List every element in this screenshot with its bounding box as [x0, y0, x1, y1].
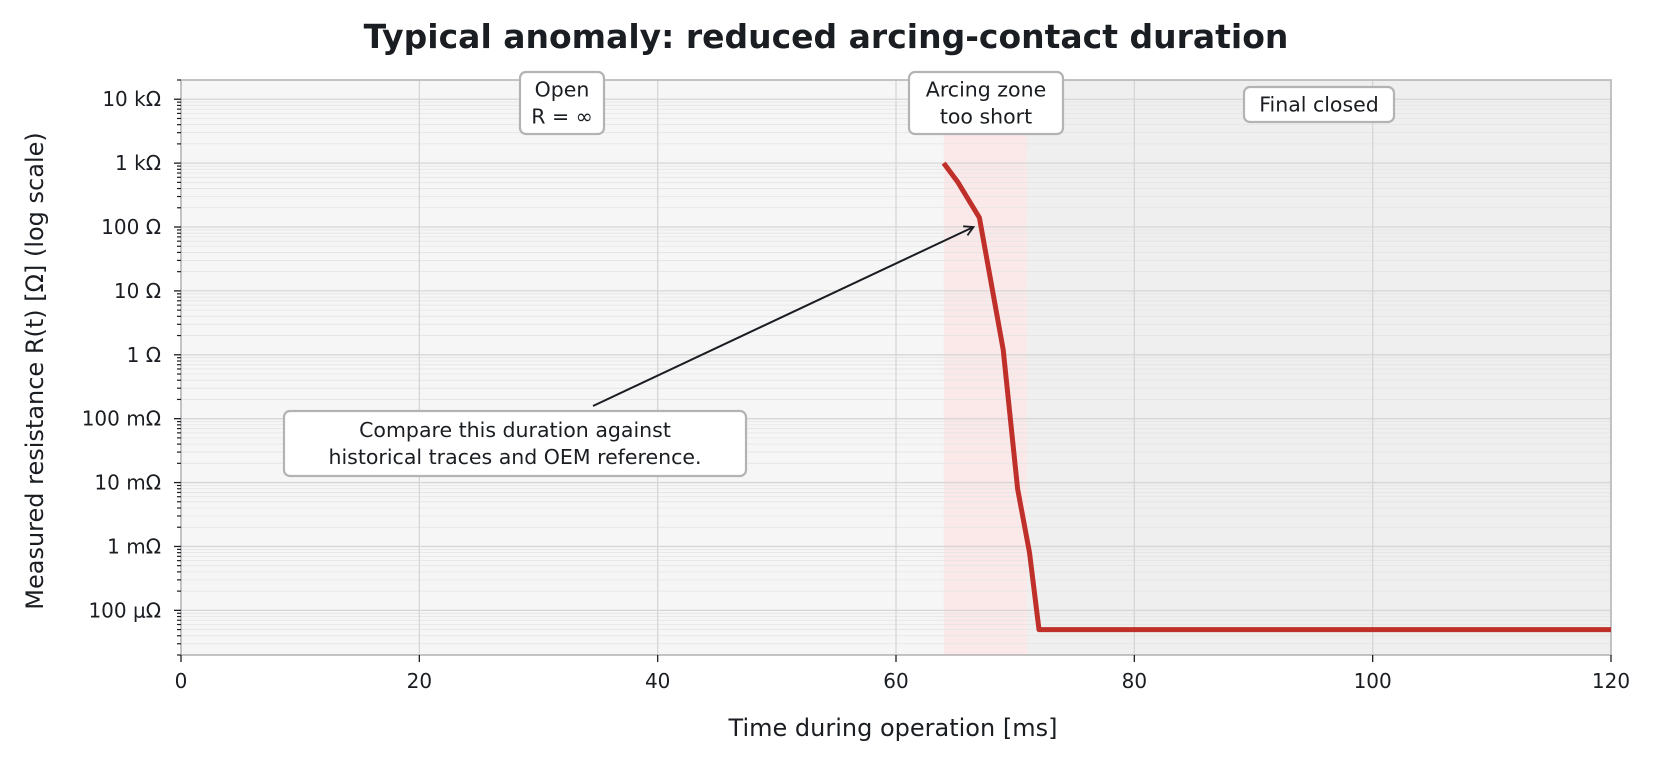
annotation-arrow [592, 225, 976, 407]
x-tick-label: 80 [1122, 669, 1147, 693]
annotation-text-open: R = ∞ [531, 105, 593, 129]
axis-ticks: 0 20 40 60 80 100 120 100 μΩ 1 mΩ 10 mΩ 100 mΩ 1 Ω 1… [82, 79, 1630, 693]
x-tick-label: 40 [645, 669, 670, 693]
x-tick-label: 60 [883, 669, 908, 693]
y-tick-label: 1 kΩ [115, 151, 161, 175]
annotation-text-arcing: Arcing zone [926, 78, 1046, 102]
x-tick-label: 120 [1592, 669, 1630, 693]
annotation-text-arcing: too short [940, 105, 1032, 129]
y-tick-label: 100 μΩ [88, 598, 161, 622]
x-axis-label: Time during operation [ms] [728, 714, 1058, 742]
annotation-text-open: Open [535, 78, 590, 102]
series-line [941, 161, 1611, 633]
annotation-text-closed: Final closed [1259, 93, 1379, 117]
region-closed [1027, 80, 1611, 655]
annotation-box-compare [282, 409, 748, 478]
y-tick-label: 1 Ω [127, 343, 161, 367]
y-tick-label: 100 mΩ [82, 407, 161, 431]
y-tick-label: 10 mΩ [94, 471, 161, 495]
x-tick-label: 20 [407, 669, 432, 693]
annotation-text-compare: historical traces and OEM reference. [328, 445, 701, 469]
annotation-box-closed [1242, 85, 1396, 124]
annotations-layer: Open R = ∞ Arcing zone too short Final close… [282, 70, 1396, 478]
x-tick-label: 0 [175, 669, 188, 693]
annotation-text-compare: Compare this duration against [359, 418, 671, 442]
y-axis-label: Measured resistance R(t) [Ω] (log scale) [21, 132, 49, 609]
y-tick-label: 100 Ω [101, 215, 161, 239]
plot-background [181, 80, 1611, 655]
chart-title: Typical anomaly: reduced arcing-contact … [364, 17, 1289, 56]
y-tick-label: 10 Ω [114, 279, 161, 303]
x-tick-label: 100 [1354, 669, 1392, 693]
y-tick-label: 1 mΩ [107, 534, 161, 558]
annotation-box-open [518, 70, 606, 136]
region-arcing [943, 80, 1028, 655]
region-open [181, 80, 944, 655]
annotation-box-arcing [907, 70, 1065, 136]
major-grid [181, 80, 1611, 655]
series-layer [941, 161, 1611, 633]
y-tick-label: 10 kΩ [102, 87, 161, 111]
